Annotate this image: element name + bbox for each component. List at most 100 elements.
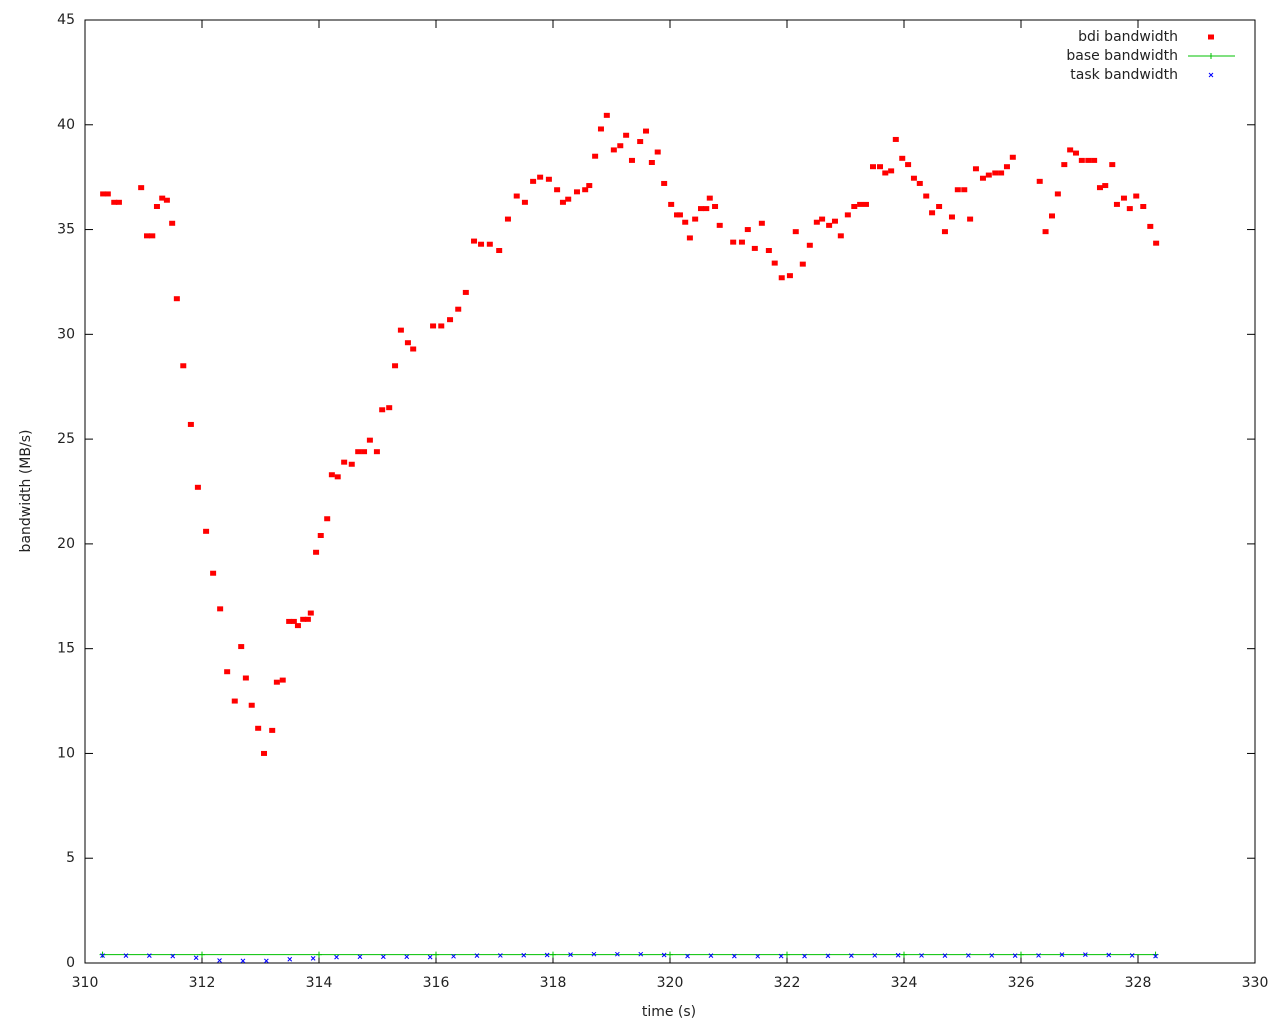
legend-swatch <box>1208 34 1214 40</box>
point <box>892 136 899 142</box>
point <box>100 953 105 959</box>
point <box>802 953 807 959</box>
point <box>784 951 790 958</box>
point <box>521 199 528 205</box>
point <box>989 953 995 958</box>
point <box>882 170 889 176</box>
point <box>316 951 322 958</box>
point <box>451 953 456 959</box>
point <box>961 187 968 193</box>
point <box>261 750 268 756</box>
point <box>317 533 324 539</box>
x-tick-label: 326 <box>1008 975 1035 991</box>
point <box>638 951 644 957</box>
y-tick-label: 20 <box>57 536 75 552</box>
point <box>778 275 785 281</box>
point <box>942 953 948 959</box>
point <box>478 241 485 247</box>
point <box>1096 185 1103 191</box>
point <box>146 953 152 959</box>
point <box>972 166 979 172</box>
point <box>324 516 331 522</box>
point <box>471 238 478 244</box>
point <box>447 317 454 323</box>
y-tick-label: 0 <box>66 955 75 971</box>
point <box>628 157 635 163</box>
point <box>948 214 955 220</box>
point <box>111 199 118 205</box>
point <box>825 953 831 959</box>
point <box>869 164 876 170</box>
point <box>273 679 280 685</box>
point <box>379 407 386 413</box>
point <box>279 677 286 683</box>
point <box>1072 150 1079 156</box>
point <box>1129 953 1135 958</box>
point <box>1153 953 1158 959</box>
point <box>661 180 668 186</box>
point <box>1106 952 1112 958</box>
point <box>623 132 630 138</box>
point <box>304 616 311 622</box>
point <box>328 472 335 478</box>
point <box>614 951 620 957</box>
point <box>99 951 106 958</box>
point <box>1147 223 1154 229</box>
point <box>837 233 844 239</box>
point <box>287 956 293 962</box>
point <box>617 143 624 149</box>
point <box>877 164 884 170</box>
point <box>568 952 573 957</box>
point <box>851 204 858 210</box>
point <box>936 204 943 210</box>
point <box>682 219 689 225</box>
point <box>637 139 644 145</box>
point <box>334 474 341 480</box>
point <box>888 168 895 174</box>
point <box>294 623 301 629</box>
y-tick-label: 45 <box>57 12 75 28</box>
point <box>238 644 245 650</box>
point <box>1120 195 1127 201</box>
point <box>899 155 906 161</box>
point <box>193 955 199 961</box>
point <box>965 953 971 958</box>
point <box>857 201 864 207</box>
point <box>210 570 217 576</box>
point <box>610 147 617 153</box>
point <box>591 951 597 957</box>
point <box>686 235 693 241</box>
point <box>712 204 719 210</box>
point <box>967 216 974 222</box>
point <box>685 953 690 959</box>
point <box>341 459 348 465</box>
point <box>373 449 380 455</box>
point <box>504 216 511 222</box>
point <box>240 958 246 964</box>
point <box>1153 240 1160 246</box>
point <box>1082 952 1088 957</box>
point <box>380 954 386 960</box>
point <box>744 227 751 233</box>
point <box>676 212 683 218</box>
point <box>173 296 180 302</box>
point <box>397 327 404 333</box>
point <box>255 725 262 731</box>
legend-swatch <box>1208 53 1214 59</box>
point <box>654 149 661 155</box>
point <box>521 952 527 958</box>
point <box>153 204 160 210</box>
x-tick-label: 330 <box>1242 975 1269 991</box>
point <box>248 702 255 708</box>
point <box>386 405 393 411</box>
point <box>224 669 231 675</box>
point <box>355 449 362 455</box>
y-tick-label: 25 <box>57 431 75 447</box>
point <box>703 206 710 212</box>
point <box>1140 204 1147 210</box>
point <box>730 239 737 245</box>
point <box>661 952 667 958</box>
point <box>979 175 986 181</box>
point <box>300 616 307 622</box>
